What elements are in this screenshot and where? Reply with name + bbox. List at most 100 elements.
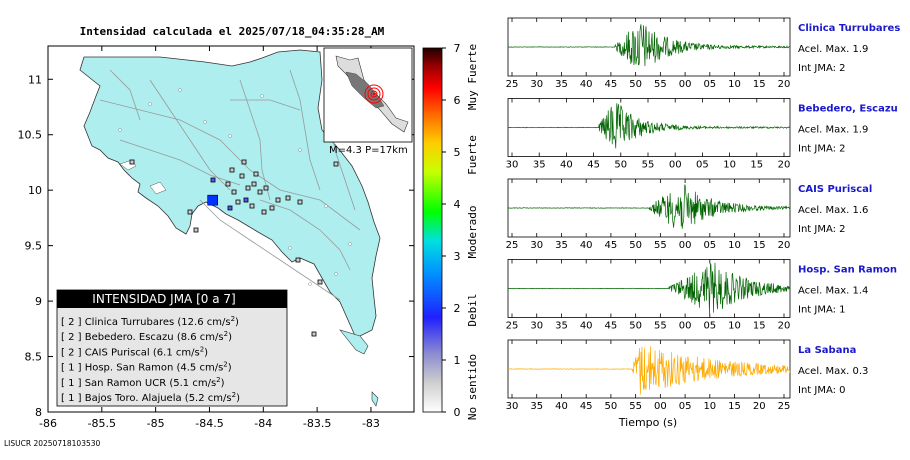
waveform-tick-label: 00 — [679, 240, 692, 251]
waveform-tick-label: 10 — [723, 160, 736, 171]
waveform-tick-label: 40 — [580, 321, 593, 332]
waveform-tick-label: 05 — [696, 160, 709, 171]
waveform-tick-label: 05 — [679, 401, 692, 412]
waveform-tick-label: 30 — [530, 79, 543, 90]
waveform-tick-label: 55 — [642, 160, 655, 171]
waveform-tick-label: 35 — [555, 321, 568, 332]
colorbar-level-label: Debil — [466, 293, 479, 326]
map-ytick-label: 8 — [35, 406, 42, 419]
station-name: CAIS Puriscal — [798, 184, 872, 195]
station-max-accel: Acel. Max. 0.3 — [798, 366, 868, 377]
waveform-tick-label: 00 — [669, 160, 682, 171]
colorbar-level-label: No sentido — [466, 354, 479, 420]
colorbar-tick-label: 5 — [454, 146, 461, 159]
waveform-tick-label: 50 — [614, 160, 627, 171]
waveform-tick-label: 20 — [778, 160, 791, 171]
waveform-tick-label: 20 — [778, 79, 791, 90]
waveform-tick-label: 10 — [728, 79, 741, 90]
waveform-tick-label: 50 — [605, 401, 618, 412]
intensity-legend: INTENSIDAD JMA [0 a 7] [ 2 ] Clinica Tur… — [56, 289, 288, 407]
waveform-tick-label: 10 — [728, 321, 741, 332]
station-name: Clinica Turrubares — [798, 23, 900, 34]
map-ytick-label: 9 — [35, 295, 42, 308]
station-name: Hosp. San Ramon — [798, 265, 897, 276]
waveform-tick-label: 25 — [778, 401, 791, 412]
map-ytick-label: 8.5 — [25, 351, 43, 364]
station-intensity: Int JMA: 2 — [798, 224, 846, 235]
waveform-panel: 25 30 35 40 45 50 55 00 05 10 15 20 Clinica Turrubar… — [506, 17, 900, 90]
colorbar-level-label: Fuerte — [466, 135, 479, 175]
waveform-tick-label: 15 — [750, 160, 763, 171]
waveform-tick-label: 25 — [506, 79, 519, 90]
footer-id: LISUCR 20250718103530 — [4, 439, 101, 448]
map-xtick-label: -86 — [39, 417, 57, 430]
map-xtick-label: -84 — [254, 417, 272, 430]
waveform-tick-label: 45 — [605, 79, 618, 90]
map-xtick-label: -83 — [362, 417, 380, 430]
waveform-tick-label: 15 — [753, 321, 766, 332]
waveform-tick-label: 35 — [555, 240, 568, 251]
waveform-tick-label: 20 — [778, 321, 791, 332]
land-area — [79, 49, 381, 339]
waveform-tick-label: 45 — [605, 240, 618, 251]
waveform-tick-label: 20 — [753, 401, 766, 412]
colorbar-tick-label: 6 — [454, 94, 461, 107]
waveform-tick-label: 55 — [629, 401, 642, 412]
legend-item: [ 2 ] Bebedero. Escazu (8.6 cm/s2) — [61, 330, 232, 343]
waveform-tick-label: 30 — [530, 240, 543, 251]
waveform-tick-label: 40 — [560, 160, 573, 171]
waveform-trace — [507, 262, 791, 314]
waveform-tick-label: 55 — [654, 79, 667, 90]
colorbar-tick-label: 3 — [454, 250, 461, 263]
station-intensity: Int JMA: 0 — [798, 385, 846, 396]
waveform-tick-label: 25 — [506, 240, 519, 251]
inset-epicenter-target — [364, 84, 384, 104]
waveform-tick-label: 30 — [530, 321, 543, 332]
legend-title: INTENSIDAD JMA [0 a 7] — [92, 292, 235, 306]
waveform-trace — [507, 103, 791, 149]
colorbar-tick-label: 2 — [454, 302, 461, 315]
waveform-tick-label: 05 — [703, 240, 716, 251]
colorbar-tick-label: 7 — [454, 42, 461, 55]
station-max-accel: Acel. Max. 1.6 — [798, 205, 868, 216]
waveform-tick-label: 35 — [530, 401, 543, 412]
station-intensity: Int JMA: 2 — [798, 144, 846, 155]
waveform-tick-label: 45 — [587, 160, 600, 171]
epicenter-marker — [207, 194, 218, 206]
magnitude-depth-label: M=4.3 P=17km — [329, 145, 408, 156]
waveform-trace — [507, 346, 791, 395]
waveform-tick-label: 05 — [703, 79, 716, 90]
waveform-tick-label: 30 — [506, 401, 519, 412]
station-intensity: Int JMA: 1 — [798, 305, 846, 316]
station-name: Bebedero, Escazu — [798, 104, 898, 115]
station-markers — [129, 159, 339, 337]
waveform-trace — [507, 184, 791, 229]
legend-item: [ 1 ] Hosp. San Ramon (4.5 cm/s2) — [61, 361, 232, 374]
waveform-tick-label: 00 — [679, 79, 692, 90]
legend-item: [ 1 ] San Ramon UCR (5.1 cm/s2) — [61, 376, 225, 389]
waveform-panel: 25 30 35 40 45 50 55 00 05 10 15 20 CAIS Puriscal Ace… — [506, 178, 872, 251]
colorbar-tick-label: 4 — [454, 198, 461, 211]
waveform-tick-label: 40 — [580, 79, 593, 90]
map-axes: -86 -85.5 -85 -84.5 -84 -83.5 -83 8 8.5 9 9.5 10 10.… — [18, 46, 414, 430]
station-max-accel: Acel. Max. 1.9 — [798, 44, 868, 55]
waveform-tick-label: 15 — [728, 401, 741, 412]
waveform-tick-label: 45 — [580, 401, 593, 412]
waveform-tick-label: 10 — [728, 240, 741, 251]
legend-item: [ 2 ] CAIS Puriscal (6.1 cm/s2) — [61, 345, 208, 358]
legend-item: [ 1 ] Bajos Toro. Alajuela (5.2 cm/s2) — [61, 391, 240, 404]
inset-map — [323, 47, 413, 143]
colorbar-level-label: Muy Fuerte — [466, 44, 479, 110]
map-ytick-label: 10.5 — [18, 129, 43, 142]
station-max-accel: Acel. Max. 1.4 — [798, 286, 868, 297]
colorbar: 0 1 2 3 4 5 6 7 No sentido Debil Moderado Fuerte Mu… — [422, 42, 479, 420]
waveform-tick-label: 00 — [654, 401, 667, 412]
map-ytick-label: 11 — [28, 73, 42, 86]
waveform-panels: 25 30 35 40 45 50 55 00 05 10 15 20 Clinica Turrubar… — [506, 17, 900, 412]
waveform-tick-label: 00 — [679, 321, 692, 332]
map-title: Intensidad calculada el 2025/07/18_04:35… — [80, 25, 385, 38]
time-axis-label: Tiempo (s) — [618, 416, 677, 429]
station-max-accel: Acel. Max. 1.9 — [798, 125, 868, 136]
waveform-panel: 30 35 40 45 50 55 00 05 10 15 20 Bebedero, Escazu Ac… — [506, 98, 898, 171]
